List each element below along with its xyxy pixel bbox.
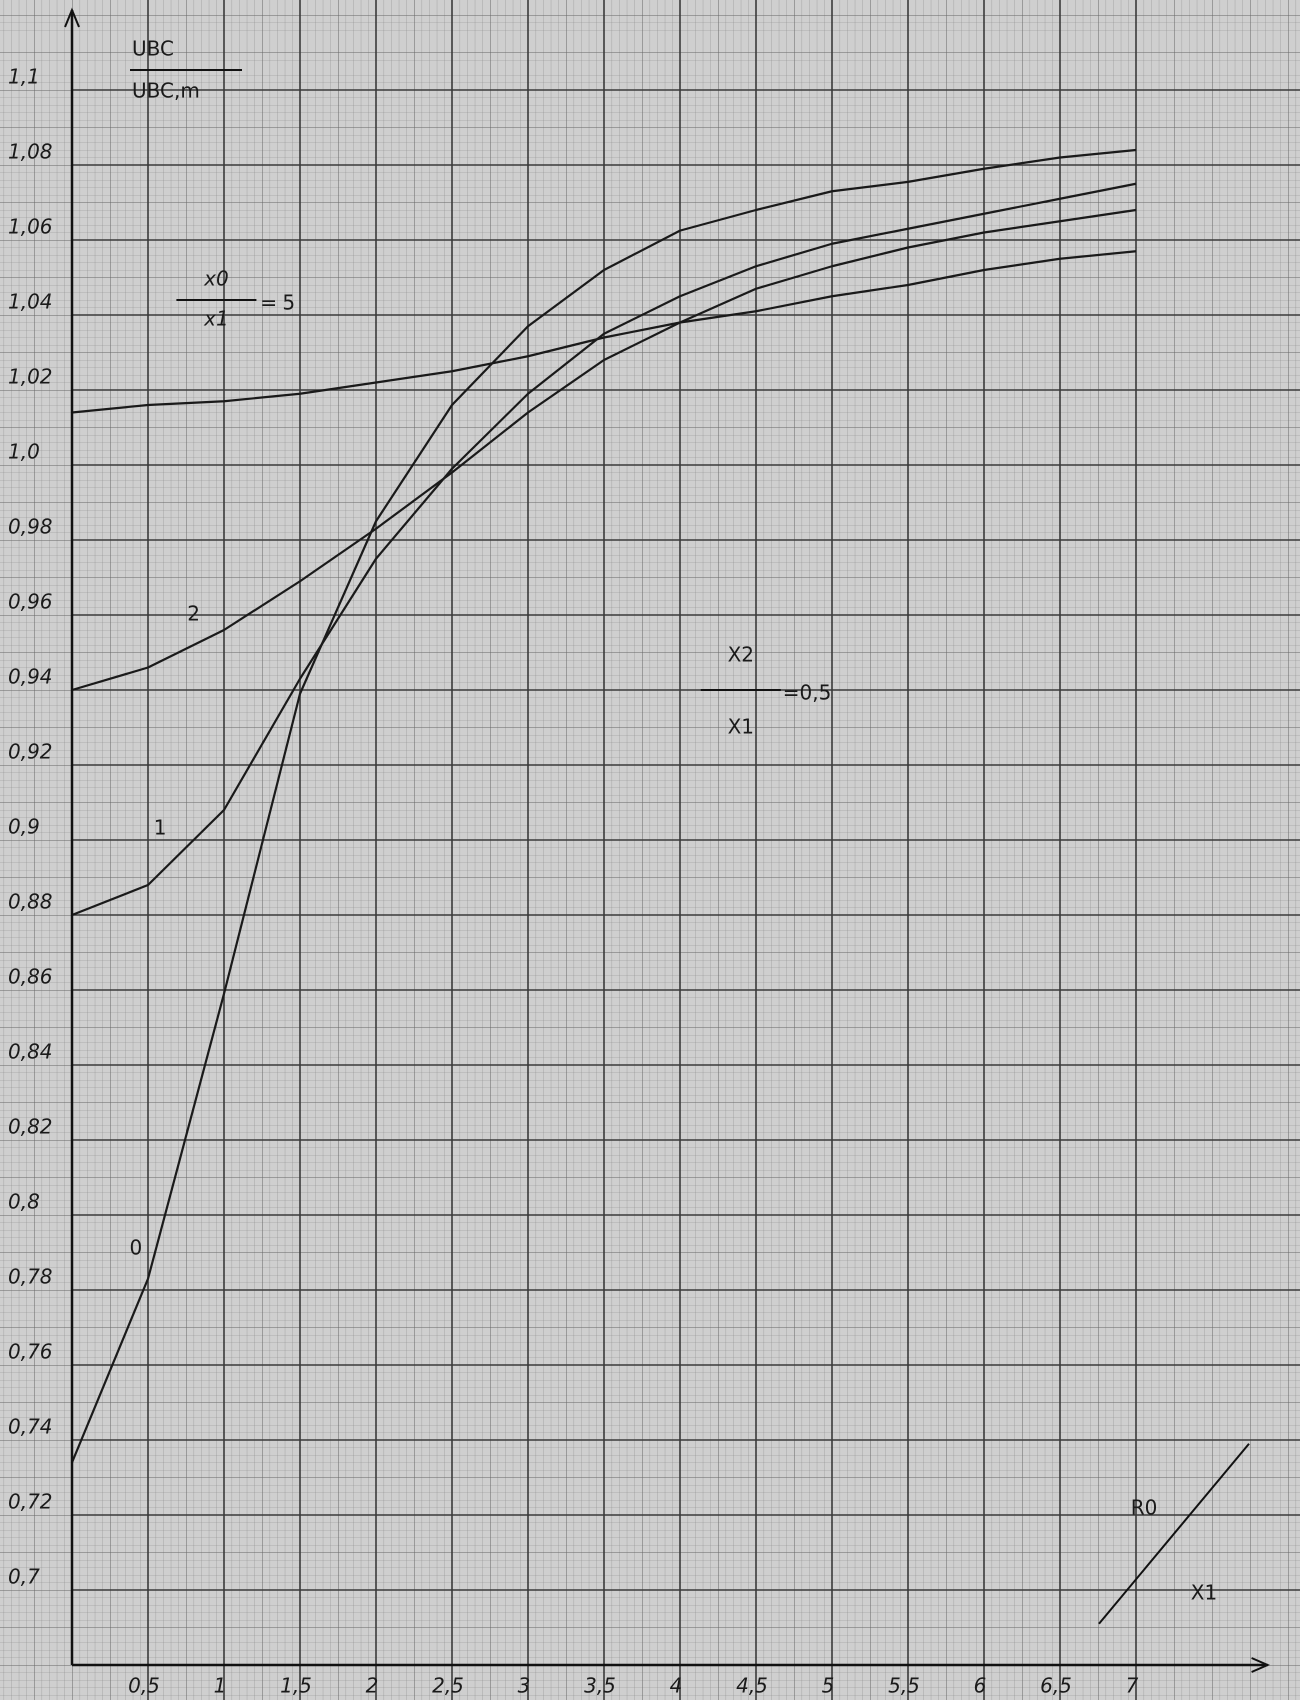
series-label: 2 xyxy=(187,602,200,626)
x-tick-label: 0,5 xyxy=(128,1674,160,1698)
y-tick-label: 0,86 xyxy=(8,965,53,989)
y-tick-label: 0,9 xyxy=(8,815,40,839)
x-tick-label: 3 xyxy=(518,1674,531,1698)
x-tick-label: 2,5 xyxy=(432,1674,464,1698)
x-tick-label: 3,5 xyxy=(584,1674,616,1698)
y-label-denominator: UBC,m xyxy=(132,79,200,103)
y-tick-label: 0,84 xyxy=(8,1040,53,1064)
x-tick-label: 5 xyxy=(822,1674,835,1698)
x-tick-label: 2 xyxy=(366,1674,379,1698)
x-tick-label: 5,5 xyxy=(888,1674,920,1698)
y-tick-label: 1,06 xyxy=(8,215,53,239)
y-tick-label: 0,72 xyxy=(8,1490,53,1514)
y-tick-label: 1,04 xyxy=(8,290,53,314)
y-tick-label: 0,98 xyxy=(8,515,53,539)
x-tick-label: 7 xyxy=(1126,1674,1139,1698)
y-tick-label: 0,74 xyxy=(8,1415,53,1439)
x-tick-label: 1,5 xyxy=(280,1674,312,1698)
y-label-numerator: UBC xyxy=(132,37,174,61)
chart: 0,7 0,72 0,74 0,76 0,78 0,8 0,82 0,84 0,86 0,88 0,… xyxy=(0,0,1300,1700)
y-tick-label: 1,0 xyxy=(8,440,40,464)
y-tick-label: 1,1 xyxy=(8,65,40,89)
annotation-text: =0,5 xyxy=(783,681,832,705)
x-tick-label: 4 xyxy=(670,1674,683,1698)
y-tick-label: 0,94 xyxy=(8,665,53,689)
annotation-numerator: X2 xyxy=(728,643,754,667)
y-tick-label: 0,76 xyxy=(8,1340,53,1364)
x-label-denominator: X1 xyxy=(1191,1580,1217,1604)
y-tick-label: 1,02 xyxy=(8,365,53,389)
x-tick-label: 1 xyxy=(214,1674,227,1698)
x-tick-label: 4,5 xyxy=(736,1674,768,1698)
param-numerator: x0 xyxy=(203,267,229,291)
page: 0,7 0,72 0,74 0,76 0,78 0,8 0,82 0,84 0,86 0,88 0,… xyxy=(0,0,1300,1700)
y-tick-label: 0,92 xyxy=(8,740,53,764)
param-denominator: x1 xyxy=(203,307,229,331)
series-label: 1 xyxy=(154,815,167,839)
x-label-numerator: R0 xyxy=(1131,1495,1158,1519)
x-tick-label: 6 xyxy=(974,1674,987,1698)
annotation-denominator: X1 xyxy=(728,715,754,739)
y-tick-label: 0,96 xyxy=(8,590,53,614)
y-tick-label: 0,78 xyxy=(8,1265,53,1289)
y-tick-label: 0,7 xyxy=(8,1565,40,1589)
series-label: 0 xyxy=(129,1235,142,1259)
y-tick-label: 0,8 xyxy=(8,1190,40,1214)
x-tick-label: 6,5 xyxy=(1040,1674,1072,1698)
param-value: 5 xyxy=(282,291,295,315)
y-tick-label: 0,82 xyxy=(8,1115,53,1139)
y-tick-label: 1,08 xyxy=(8,140,53,164)
y-tick-label: 0,88 xyxy=(8,890,53,914)
param-equals: = xyxy=(260,291,277,315)
